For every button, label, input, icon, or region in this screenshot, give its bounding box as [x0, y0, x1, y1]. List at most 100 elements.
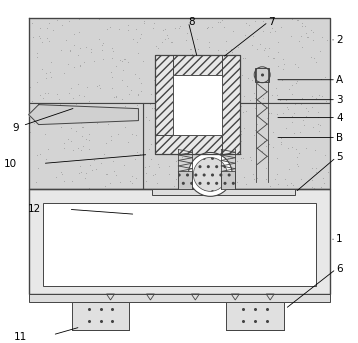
- Point: [149, 105, 155, 111]
- Point: [97, 86, 103, 91]
- Point: [103, 140, 109, 146]
- Point: [50, 27, 55, 33]
- Point: [75, 81, 81, 86]
- Point: [81, 59, 87, 65]
- Point: [53, 115, 58, 121]
- Point: [101, 151, 107, 157]
- Bar: [155, 55, 240, 75]
- Point: [140, 58, 146, 63]
- Point: [36, 33, 42, 38]
- Point: [103, 171, 108, 177]
- Point: [313, 95, 319, 100]
- Point: [166, 140, 172, 145]
- Point: [292, 61, 298, 66]
- Point: [170, 88, 175, 94]
- Point: [223, 39, 229, 44]
- Point: [133, 132, 139, 138]
- Point: [219, 17, 225, 23]
- Text: 1: 1: [336, 234, 343, 244]
- Point: [54, 17, 60, 22]
- Point: [212, 137, 218, 142]
- Point: [295, 17, 301, 23]
- Point: [183, 37, 189, 43]
- Point: [223, 105, 229, 111]
- Point: [308, 54, 314, 60]
- Point: [232, 57, 238, 62]
- Point: [63, 116, 69, 122]
- Point: [316, 92, 321, 97]
- Point: [57, 102, 63, 107]
- Point: [313, 169, 318, 175]
- Point: [46, 39, 52, 44]
- Point: [79, 124, 85, 130]
- Point: [62, 140, 67, 145]
- Point: [310, 185, 315, 190]
- Point: [57, 96, 62, 102]
- Point: [122, 125, 127, 130]
- Point: [119, 78, 125, 83]
- Point: [141, 21, 146, 26]
- Point: [117, 106, 123, 111]
- Point: [291, 130, 296, 135]
- Point: [34, 50, 40, 56]
- Point: [150, 25, 156, 30]
- Point: [91, 157, 97, 163]
- Point: [59, 171, 65, 177]
- Point: [193, 131, 198, 137]
- Point: [148, 141, 154, 147]
- Point: [91, 58, 96, 64]
- Point: [224, 146, 230, 151]
- Point: [288, 33, 294, 39]
- Text: 10: 10: [4, 159, 17, 169]
- Point: [126, 91, 132, 96]
- Point: [144, 115, 149, 120]
- Point: [47, 106, 53, 112]
- Point: [94, 166, 100, 172]
- Point: [177, 77, 183, 82]
- Point: [303, 105, 309, 110]
- Point: [309, 165, 315, 170]
- Point: [212, 172, 217, 178]
- Point: [323, 98, 329, 104]
- Point: [147, 101, 153, 107]
- Point: [58, 169, 64, 175]
- Point: [125, 27, 131, 33]
- Point: [289, 144, 294, 150]
- Point: [63, 37, 69, 43]
- Point: [71, 64, 77, 70]
- Point: [184, 30, 189, 35]
- Point: [301, 122, 307, 128]
- Point: [154, 180, 160, 186]
- Point: [135, 92, 141, 97]
- Point: [311, 185, 317, 190]
- Point: [164, 140, 170, 145]
- Point: [251, 132, 257, 138]
- Text: 8: 8: [188, 17, 195, 27]
- Point: [122, 103, 128, 108]
- Point: [193, 124, 198, 130]
- Point: [27, 85, 33, 90]
- Point: [164, 64, 170, 69]
- Point: [265, 87, 271, 93]
- Point: [263, 166, 269, 171]
- Point: [305, 109, 311, 114]
- Point: [303, 114, 308, 119]
- Point: [266, 110, 272, 115]
- Point: [138, 31, 144, 36]
- Point: [86, 146, 92, 152]
- Point: [245, 75, 251, 81]
- Point: [321, 180, 327, 186]
- Point: [110, 74, 115, 80]
- Point: [280, 57, 286, 62]
- Circle shape: [188, 153, 232, 196]
- Point: [295, 78, 300, 84]
- Point: [250, 33, 256, 38]
- Point: [161, 143, 167, 149]
- Point: [218, 182, 224, 188]
- Point: [278, 24, 284, 30]
- Point: [29, 98, 35, 104]
- Point: [205, 56, 211, 61]
- Point: [208, 139, 214, 144]
- Point: [160, 27, 166, 32]
- Point: [113, 63, 118, 69]
